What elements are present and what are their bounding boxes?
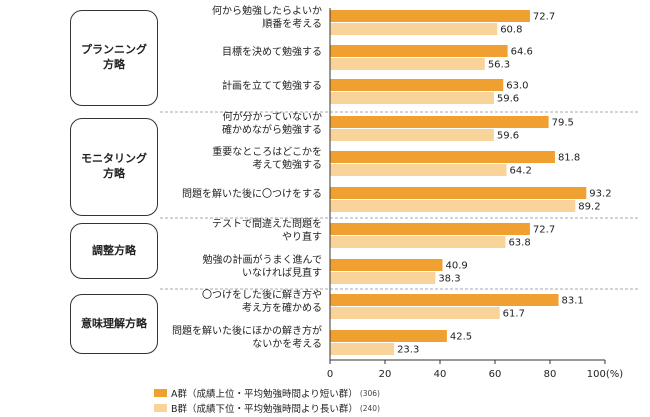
bar-a-2 (330, 45, 508, 57)
bar-a-8 (330, 259, 443, 271)
value-label-a-7: 72.7 (533, 225, 555, 236)
value-label-b-3: 59.6 (497, 94, 519, 105)
item-label-1: 何から勉強したらよいか 順番を考える (212, 6, 322, 30)
value-label-b-6: 89.2 (578, 202, 600, 213)
x-tick-label-0: 0 (327, 369, 333, 380)
item-label-6: 問題を解いた後に〇つけをする (182, 189, 322, 201)
item-label-7: テストで間違えた問題を やり直す (212, 219, 322, 243)
category-box-2: モニタリング 方略 (70, 118, 158, 216)
bar-a-10 (330, 330, 447, 342)
value-label-a-4: 79.5 (552, 118, 574, 129)
value-label-a-9: 83.1 (562, 296, 584, 307)
value-label-a-8: 40.9 (445, 261, 467, 272)
value-label-a-6: 93.2 (589, 189, 611, 200)
value-label-a-3: 63.0 (506, 81, 528, 92)
value-label-b-2: 56.3 (488, 60, 510, 71)
bar-a-4 (330, 116, 549, 128)
bar-a-3 (330, 79, 504, 91)
item-label-10: 問題を解いた後にほかの解き方が ないかを考える (172, 326, 322, 350)
item-label-2: 目標を決めて勉強する (222, 47, 322, 59)
value-label-b-4: 59.6 (497, 131, 519, 142)
category-box-4: 意味理解方略 (70, 294, 158, 354)
legend-a-label: A群（成績上位・平均勉強時間より短い群） (171, 389, 358, 400)
bar-b-8 (330, 272, 436, 284)
value-label-b-8: 38.3 (438, 274, 460, 285)
value-label-a-5: 81.8 (558, 153, 580, 164)
value-label-b-7: 63.8 (508, 238, 530, 249)
bar-a-5 (330, 151, 555, 163)
item-label-5: 重要なところはどこかを 考えて勉強する (212, 147, 322, 171)
legend-a-count: (306) (359, 388, 380, 398)
item-label-4: 何が分かっていないか 確かめながら勉強する (222, 112, 322, 136)
value-label-b-1: 60.8 (500, 25, 522, 36)
bar-b-9 (330, 307, 500, 319)
bar-a-6 (330, 187, 587, 199)
item-label-9: 〇つけをした後に解き方や 考え方を確かめる (202, 290, 322, 314)
category-box-1: プランニング 方略 (70, 10, 158, 106)
item-label-3: 計画を立てて勉強する (222, 81, 322, 93)
bar-b-4 (330, 129, 494, 141)
item-label-8: 勉強の計画がうまく進んで いなければ見直す (202, 255, 323, 279)
bar-b-2 (330, 58, 485, 70)
legend-b-swatch (154, 404, 167, 412)
value-label-a-2: 64.6 (511, 47, 533, 58)
legend-a: A群（成績上位・平均勉強時間より短い群） (306) (154, 386, 380, 400)
legend-b-label: B群（成績下位・平均勉強時間より長い群） (171, 404, 358, 415)
x-tick-label-100: 100(%) (587, 369, 623, 380)
bar-b-1 (330, 23, 498, 35)
value-label-b-9: 61.7 (503, 309, 525, 320)
bar-a-1 (330, 10, 530, 22)
value-label-a-1: 72.7 (533, 12, 555, 23)
value-label-a-10: 42.5 (450, 332, 472, 343)
bar-a-7 (330, 223, 530, 235)
bar-b-10 (330, 343, 395, 355)
x-tick-label-40: 40 (434, 369, 447, 380)
legend-b-count: (240) (359, 403, 380, 413)
value-label-b-10: 23.3 (397, 345, 419, 356)
bar-b-6 (330, 200, 576, 212)
category-box-3: 調整方略 (70, 223, 158, 279)
x-tick-label-60: 60 (489, 369, 502, 380)
value-label-b-5: 64.2 (510, 166, 532, 177)
x-tick-label-80: 80 (544, 369, 557, 380)
legend-a-swatch (154, 389, 167, 397)
bar-b-7 (330, 236, 506, 248)
legend-b: B群（成績下位・平均勉強時間より長い群） (240) (154, 401, 380, 415)
bar-b-5 (330, 164, 507, 176)
bar-a-9 (330, 294, 559, 306)
x-tick-label-20: 20 (379, 369, 392, 380)
bar-b-3 (330, 92, 494, 104)
